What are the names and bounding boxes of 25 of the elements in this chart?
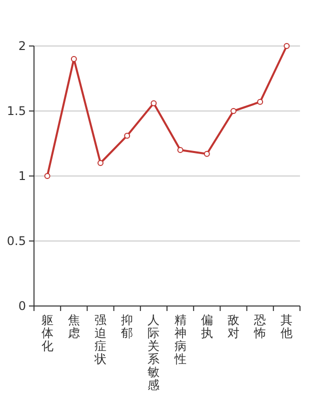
x-tick-label: 躯体化 [41,313,54,353]
point [230,108,236,114]
x-tick-label: 强迫症状 [94,313,106,366]
point [44,173,50,179]
point [98,160,104,166]
point [257,98,264,105]
point [204,150,210,157]
x-tick-label: 抑郁 [121,313,134,340]
point [284,43,290,49]
x-tick-label: 精神病性 [173,313,186,366]
y-tick-label: 2 [18,39,26,53]
y-tick-label: 0 [18,299,26,313]
y-tick-label: 1 [18,169,26,183]
x-tick-label: 恐怖 [253,313,266,340]
point [177,147,184,153]
point [150,100,157,106]
y-tick-label: 0.5 [6,234,26,248]
x-tick-label: 偏执 [200,313,213,340]
x-tick-label: 敌对 [228,313,240,340]
point [124,132,130,139]
x-tick-label: 焦虑 [68,313,80,340]
x-tick-label: 其他 [280,313,293,340]
y-tick-label: 1.5 [6,104,26,118]
x-tick-label: 人际关系敏感 [148,313,160,392]
point [70,56,77,62]
